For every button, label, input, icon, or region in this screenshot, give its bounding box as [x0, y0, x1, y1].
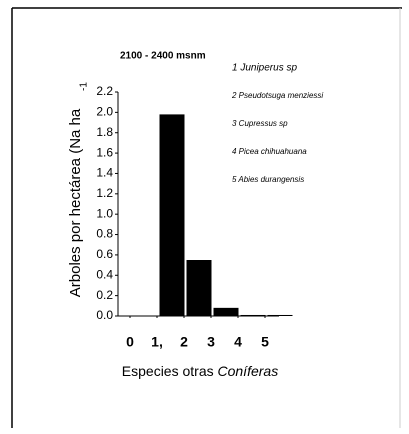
x-axis-label-text: Especies otras [122, 363, 214, 379]
x-tick-label: 2 [180, 334, 188, 350]
y-axis-label-superscript: -1 [79, 82, 90, 91]
bar [267, 314, 293, 316]
legend-annotation: 5 Abies durangensis [232, 175, 304, 184]
legend-annotation: 3 Cupressus sp [232, 119, 288, 128]
x-tick-label: 1, [151, 334, 163, 350]
x-tick-label: 5 [261, 334, 269, 350]
y-axis-label: Arboles por hectárea (Na ha [67, 108, 84, 297]
legend-annotation: 1 Juniperus sp [232, 63, 297, 74]
y-tick-label: 0.2 [96, 288, 113, 302]
bar [159, 114, 185, 317]
y-tick-label: 0.8 [96, 227, 113, 241]
x-axis-label: Especies otras Coníferas [122, 363, 278, 379]
y-tick-label: 1.8 [96, 125, 113, 139]
legend-annotation: 4 Picea chihuahuana [232, 147, 307, 156]
bar [240, 314, 266, 316]
x-tick-label: 0 [126, 334, 134, 350]
y-tick-label: 0.6 [96, 247, 113, 261]
bar [213, 307, 239, 316]
y-tick-label: 1.0 [96, 206, 113, 220]
y-tick-label: 1.4 [96, 166, 113, 180]
x-axis-label-italic: Coníferas [218, 363, 279, 379]
y-tick-label: 0.0 [96, 308, 113, 322]
y-tick-label: 1.2 [96, 186, 113, 200]
y-tick-label: 2.0 [96, 105, 113, 119]
x-tick-label: 3 [207, 334, 215, 350]
x-tick-label: 4 [234, 334, 242, 350]
bar [186, 260, 212, 316]
y-tick-label: 2.2 [96, 84, 113, 98]
y-tick-label: 0.4 [96, 267, 113, 281]
legend-annotation: 2 Pseudotsuga menziessi [231, 91, 323, 100]
chart-title: 2100 - 2400 msnm [120, 51, 206, 62]
y-axis-label-group: Arboles por hectárea (Na ha -1 [67, 82, 90, 298]
y-tick-label: 1.6 [96, 145, 113, 159]
